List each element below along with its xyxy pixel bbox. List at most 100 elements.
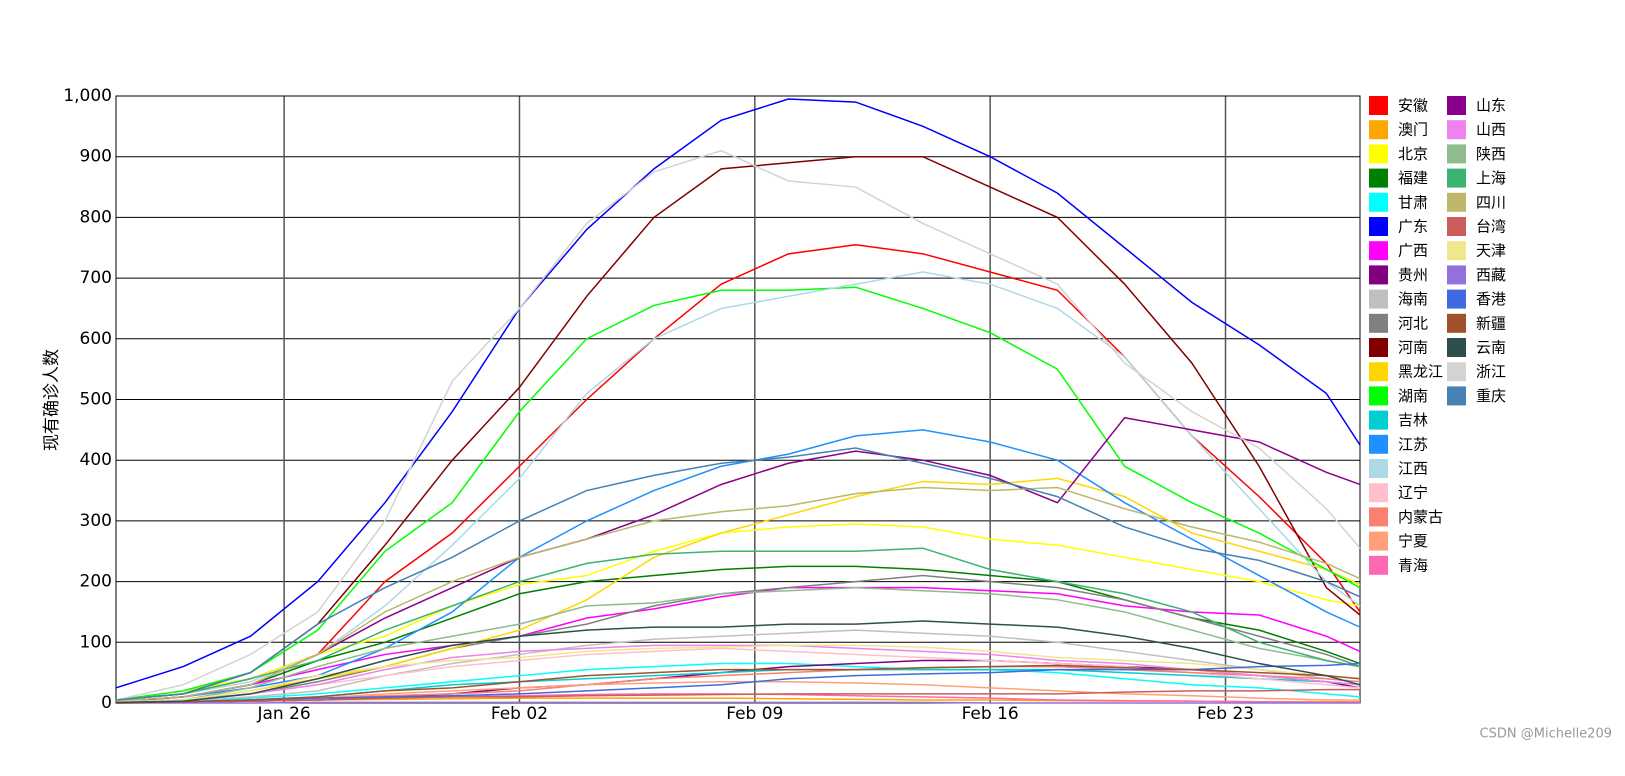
legend-label: 青海 (1398, 556, 1428, 574)
series-line (115, 688, 1360, 704)
legend-swatch (1369, 338, 1388, 357)
series-line (115, 644, 1361, 703)
legend-swatch (1369, 217, 1388, 236)
legend-label: 台湾 (1476, 218, 1506, 236)
series-line (115, 574, 1361, 704)
legend-swatch (1369, 410, 1388, 430)
y-tick-label: 700 (80, 268, 112, 288)
y-tick-label: 0 (101, 693, 112, 713)
series-line (115, 486, 1361, 702)
legend-label: 甘肃 (1398, 193, 1428, 211)
series-line (115, 447, 1361, 701)
legend-swatch (1447, 217, 1466, 236)
legend-swatch (1447, 313, 1466, 333)
legend-label: 河北 (1398, 314, 1428, 332)
legend-label: 湖南 (1398, 387, 1428, 405)
legend-label: 北京 (1398, 145, 1428, 163)
legend-swatch (1369, 265, 1388, 285)
legend-label: 澳门 (1398, 121, 1428, 139)
x-tick-label: Feb 23 (1197, 704, 1254, 724)
legend-swatch (1447, 338, 1466, 357)
legend-swatch (1369, 483, 1388, 503)
y-tick-label: 600 (80, 329, 112, 349)
legend-label: 云南 (1476, 339, 1506, 357)
legend-swatch (1369, 289, 1388, 309)
legend-swatch (1447, 144, 1466, 164)
series-line (115, 286, 1361, 701)
legend-label: 江西 (1398, 460, 1428, 478)
legend-label: 浙江 (1476, 363, 1506, 381)
legend-swatch (1447, 192, 1466, 212)
legend-swatch (1369, 168, 1388, 188)
series-line (115, 664, 1361, 704)
series-line (115, 477, 1361, 704)
legend-swatch (1447, 120, 1466, 140)
legend-swatch (1369, 434, 1388, 454)
x-tick-label: Feb 16 (962, 704, 1019, 724)
legend-swatch (1369, 313, 1388, 333)
legend-label: 宁夏 (1398, 532, 1428, 550)
legend-swatch (1369, 555, 1388, 575)
series-line (116, 701, 1360, 704)
series-line (115, 629, 1361, 704)
y-tick-label: 1,000 (63, 86, 112, 106)
series-line (115, 149, 1361, 701)
x-tick-label: Feb 02 (491, 704, 548, 724)
legend-label: 陕西 (1476, 145, 1506, 163)
legend-label: 山东 (1476, 97, 1506, 115)
legend-label: 上海 (1476, 169, 1506, 187)
legend-swatch (1369, 531, 1388, 551)
legend-label: 广西 (1398, 242, 1428, 260)
series-line (115, 243, 1361, 701)
y-tick-label: 400 (80, 450, 112, 470)
series-line (115, 98, 1361, 689)
legend-swatch (1369, 507, 1388, 527)
legend-swatch (1369, 459, 1388, 478)
series-line (115, 620, 1361, 704)
legend-label: 辽宁 (1398, 484, 1428, 502)
series-line (115, 416, 1361, 703)
x-tick-label: Feb 09 (726, 704, 783, 724)
legend-label: 黑龙江 (1398, 363, 1443, 381)
series-line (115, 662, 1361, 704)
legend-label: 西藏 (1476, 266, 1506, 284)
legend-swatch (1369, 96, 1388, 115)
legend-swatch (1447, 241, 1466, 261)
legend-label: 山西 (1476, 121, 1506, 139)
legend-swatch (1369, 386, 1388, 406)
legend-swatch (1369, 120, 1388, 140)
legend-swatch (1369, 241, 1388, 261)
legend-swatch (1447, 289, 1466, 309)
y-tick-label: 200 (80, 572, 112, 592)
y-tick-label: 100 (80, 632, 112, 652)
y-tick-label: 500 (80, 390, 112, 410)
series-line (115, 155, 1361, 701)
legend-swatch (1447, 362, 1466, 382)
y-tick-label: 900 (80, 147, 112, 167)
legend-label: 四川 (1476, 193, 1506, 211)
legend-label: 安徽 (1398, 97, 1428, 115)
legend-label: 河南 (1398, 339, 1428, 357)
legend-label: 吉林 (1398, 411, 1428, 429)
legend-swatch (1447, 168, 1466, 188)
series-line (115, 586, 1361, 704)
legend-label: 内蒙古 (1398, 508, 1443, 526)
legend-label: 天津 (1476, 242, 1506, 260)
legend-swatch (1369, 192, 1388, 212)
legend-swatch (1369, 144, 1388, 164)
legend-label: 福建 (1398, 169, 1428, 187)
series-line (115, 547, 1361, 701)
legend-label: 重庆 (1476, 387, 1506, 405)
legend-swatch (1369, 362, 1388, 382)
legend-label: 贵州 (1398, 266, 1428, 284)
series-line (115, 271, 1361, 701)
legend-label: 广东 (1398, 218, 1428, 236)
legend-label: 江苏 (1398, 435, 1428, 453)
legend-label: 海南 (1398, 290, 1428, 308)
legend-swatch (1447, 96, 1466, 115)
x-tick-label: Jan 26 (256, 704, 310, 724)
y-tick-label: 800 (80, 207, 112, 227)
watermark: CSDN @Michelle209 (1480, 727, 1612, 742)
y-axis-label: 现有确诊人数 (42, 349, 62, 451)
